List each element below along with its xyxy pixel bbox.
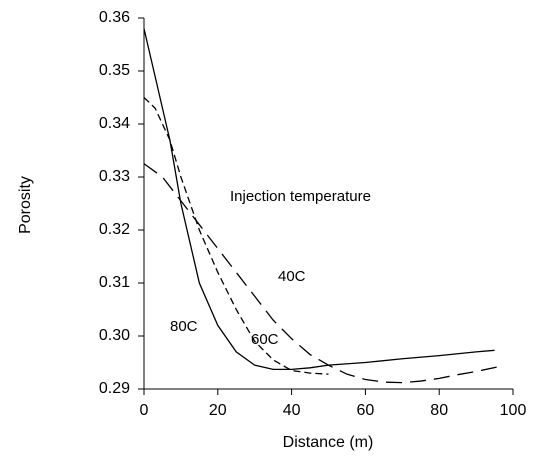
y-tick-label: 0.31: [99, 274, 130, 291]
x-tick-label: 100: [500, 402, 527, 419]
y-tick-label: 0.35: [99, 62, 130, 79]
x-tick-label: 0: [140, 402, 149, 419]
series-line: [143, 97, 329, 375]
y-tick-label: 0.33: [99, 168, 130, 185]
y-tick-label: 0.30: [99, 327, 130, 344]
x-tick-label: 80: [430, 402, 448, 419]
series-line: [143, 163, 499, 384]
y-tick-label: 0.32: [99, 221, 130, 238]
annotation: 60C: [251, 331, 279, 348]
annotation: 40C: [278, 268, 306, 285]
series-line: [143, 28, 495, 371]
y-tick-label: 0.29: [99, 380, 130, 397]
x-tick-label: 40: [283, 402, 301, 419]
y-axis-label: Porosity: [17, 176, 34, 234]
x-tick-label: 20: [209, 402, 227, 419]
annotation: 80C: [170, 318, 198, 335]
annotation: Injection temperature: [230, 188, 371, 205]
x-axis-label: Distance (m): [283, 434, 374, 451]
x-tick-label: 60: [357, 402, 375, 419]
y-tick-label: 0.36: [99, 9, 130, 26]
y-tick-label: 0.34: [99, 115, 130, 132]
